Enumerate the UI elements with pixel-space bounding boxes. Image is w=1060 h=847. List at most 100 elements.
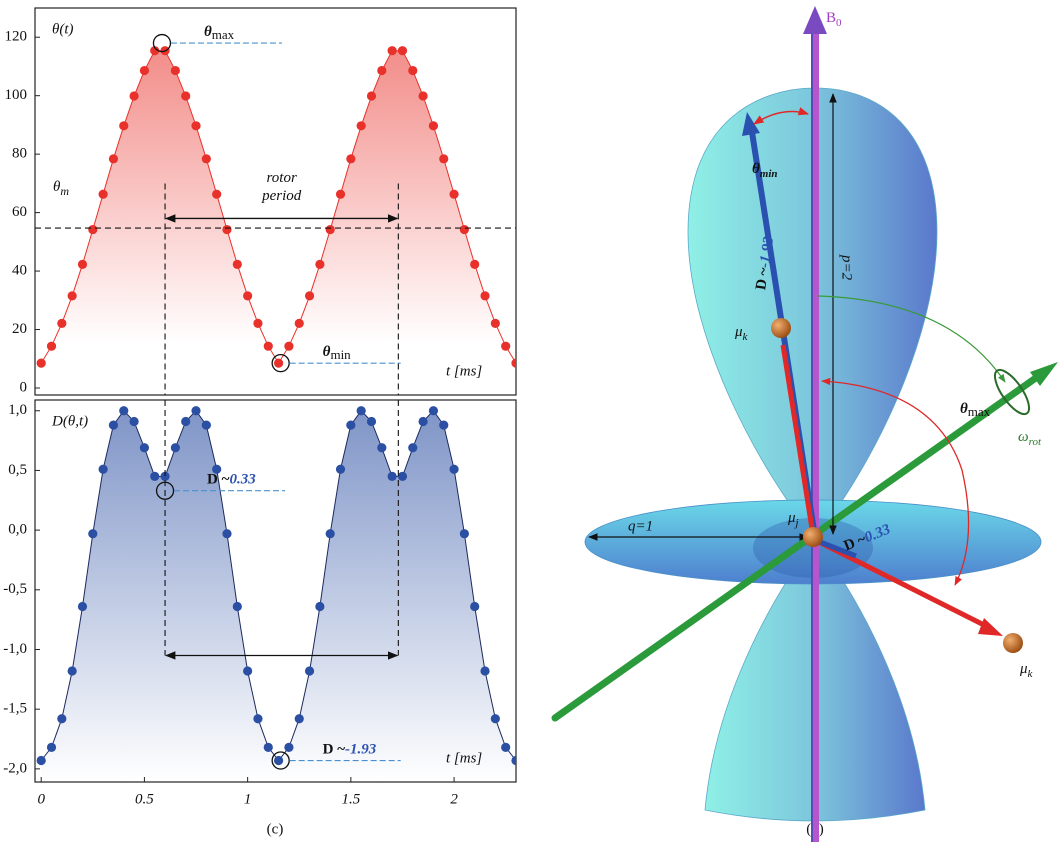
point: [295, 319, 304, 328]
point: [439, 154, 448, 163]
label: p=2: [839, 254, 855, 281]
point: [511, 359, 520, 368]
y-tick-label: -1,0: [3, 641, 27, 657]
point: [47, 743, 56, 752]
point: [357, 121, 366, 130]
label: θ: [752, 161, 760, 177]
y-tick-label: -0,5: [3, 581, 27, 597]
point: [243, 291, 252, 300]
point: [326, 529, 335, 538]
point: [181, 91, 190, 100]
label: min: [760, 168, 778, 180]
x-tick-label: 2: [450, 791, 458, 807]
point: [264, 743, 273, 752]
extremum-label: D ~: [323, 742, 346, 758]
y-tick-label: 40: [12, 263, 27, 279]
point: [212, 190, 221, 199]
point: [449, 465, 458, 474]
point: [491, 714, 500, 723]
point: [357, 406, 366, 415]
point: [88, 225, 97, 234]
x-tick-label: 1.5: [341, 791, 360, 807]
y-tick-label: 60: [12, 204, 27, 220]
point: [367, 417, 376, 426]
point: [367, 91, 376, 100]
point: [109, 420, 118, 429]
point: [191, 121, 200, 130]
point: [243, 666, 252, 675]
page: {"chart_data": [ {"type": "scatter", "y_…: [0, 0, 1060, 847]
point: [47, 342, 56, 351]
extremum-label: max: [212, 27, 235, 42]
point: [429, 121, 438, 130]
point: [398, 472, 407, 481]
point: [449, 190, 458, 199]
diagram: B0 θmin D ~-1.93 p=2 μk ωrot θmax q=1 μj…: [555, 6, 1058, 842]
point: [57, 319, 66, 328]
point: [37, 756, 46, 765]
point: [480, 666, 489, 675]
y-tick-label: 0: [20, 379, 28, 395]
point: [377, 66, 386, 75]
nucleus: [1003, 633, 1023, 653]
extremum-label: θmin: [323, 345, 352, 363]
point: [109, 154, 118, 163]
point: [78, 260, 87, 269]
extremum-label: D ~: [207, 472, 230, 488]
point: [491, 319, 500, 328]
label: ω: [1018, 429, 1029, 445]
point: [336, 190, 345, 199]
b0-axis-head: [803, 6, 827, 34]
point: [68, 666, 77, 675]
label: max: [968, 404, 991, 419]
point: [202, 154, 211, 163]
point: [253, 714, 262, 723]
point: [274, 756, 283, 765]
point: [253, 319, 262, 328]
extremum-label: min: [330, 347, 351, 362]
figure: 020406080100120θmrotorperiodθmaxθminθ(t)…: [0, 0, 1060, 847]
point: [37, 359, 46, 368]
point: [88, 529, 97, 538]
point: [388, 46, 397, 55]
extremum-label: D ~-1.93: [323, 742, 377, 758]
point: [140, 66, 149, 75]
point: [129, 91, 138, 100]
x-axis-label: t [ms]: [446, 750, 482, 766]
point: [284, 743, 293, 752]
label: B: [826, 10, 836, 26]
dipole-arrow-head: [978, 618, 1003, 636]
point: [511, 756, 520, 765]
y-tick-label: 0,5: [8, 462, 27, 478]
point: [129, 417, 138, 426]
label: θmax: [960, 401, 991, 419]
point: [233, 602, 242, 611]
y-tick-label: 20: [12, 321, 27, 337]
point: [150, 472, 159, 481]
label: μk: [1019, 661, 1034, 679]
extremum-label: θmax: [204, 25, 235, 43]
point: [346, 420, 355, 429]
y-tick-label: -1,5: [3, 701, 27, 717]
extremum-label: 0.33: [229, 472, 256, 488]
point: [480, 291, 489, 300]
point: [388, 472, 397, 481]
point: [233, 260, 242, 269]
x-axis-label: t [ms]: [446, 363, 482, 379]
extremum-label: θ: [204, 25, 212, 41]
point: [315, 260, 324, 269]
x-tick-label: 0: [37, 791, 45, 807]
point: [140, 443, 149, 452]
point: [274, 359, 283, 368]
y-tick-label: 100: [5, 87, 28, 103]
point: [408, 66, 417, 75]
point: [119, 121, 128, 130]
period-label: rotor: [267, 170, 297, 186]
x-tick-label: 0.5: [135, 791, 154, 807]
reference-label: m: [60, 184, 69, 198]
label: ωrot: [1018, 429, 1042, 447]
label: θ: [960, 401, 968, 417]
extremum-label: θ: [323, 345, 331, 361]
point: [326, 225, 335, 234]
point: [202, 420, 211, 429]
